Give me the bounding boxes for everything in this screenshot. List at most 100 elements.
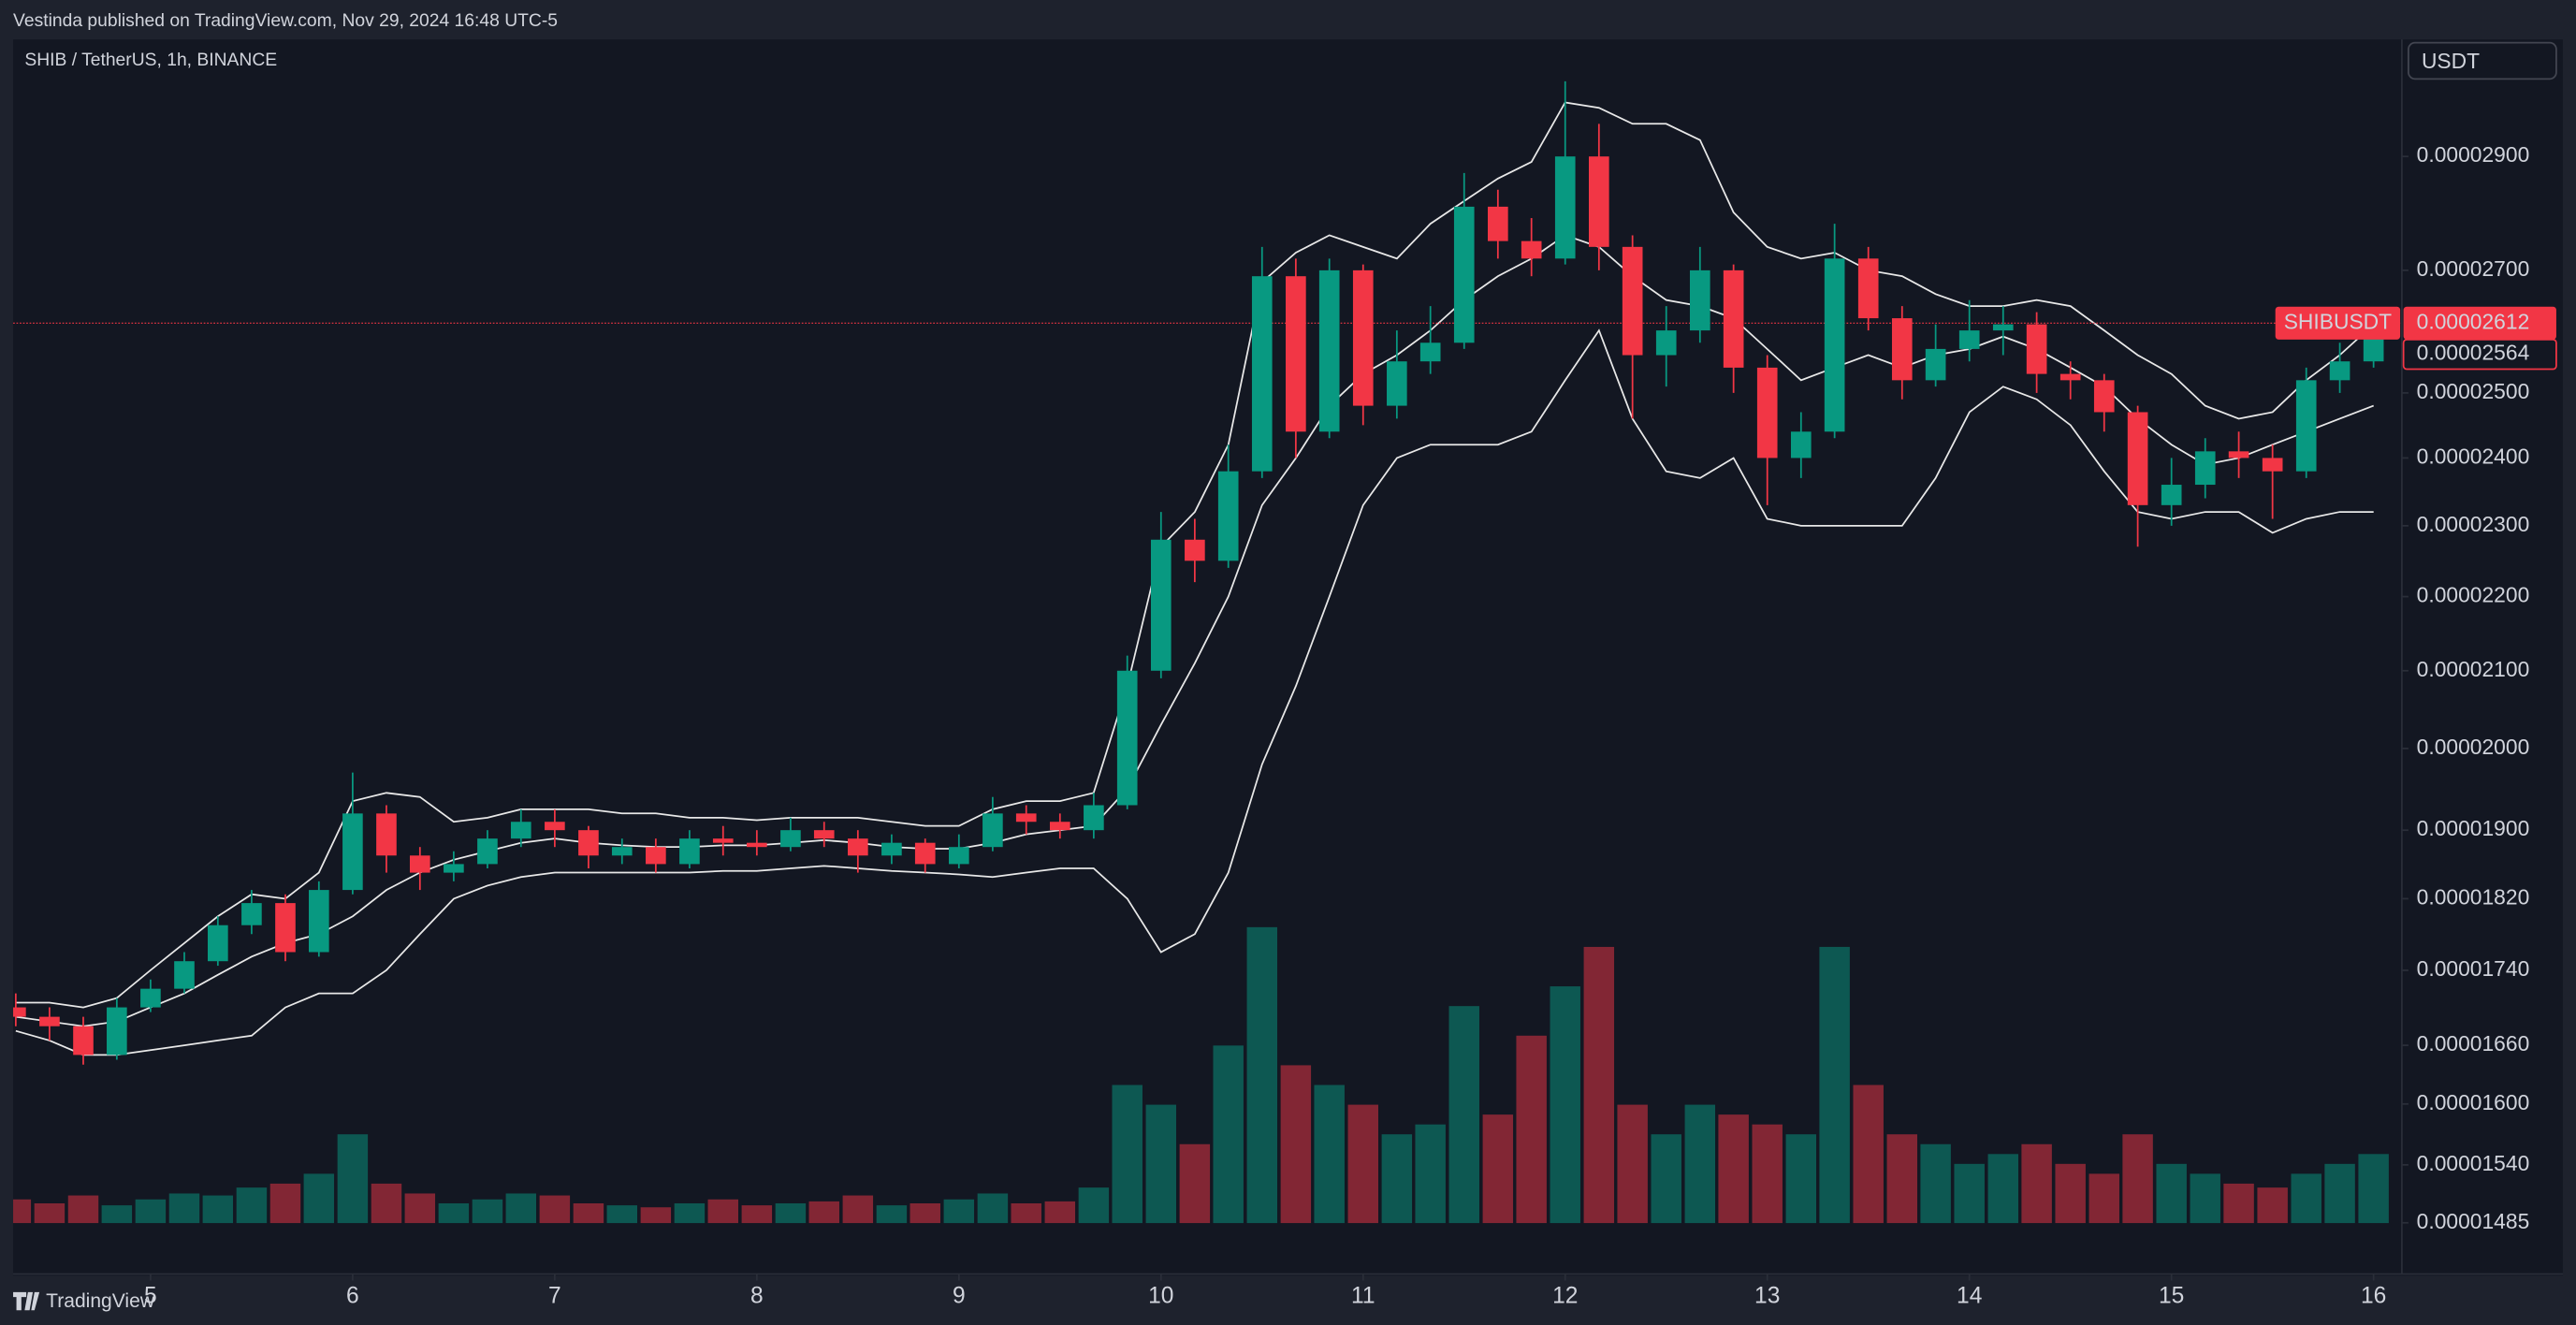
candle-body — [1857, 258, 1879, 319]
currency[interactable]: USDT — [2422, 49, 2480, 73]
volume-bar — [1347, 1104, 1379, 1224]
candle-body — [1150, 539, 1172, 671]
x-tick-label: 15 — [2159, 1284, 2184, 1309]
volume-bar — [1617, 1104, 1648, 1224]
volume-bar — [1011, 1202, 1041, 1224]
volume-bar — [640, 1207, 672, 1224]
volume-bar — [775, 1202, 807, 1224]
volume-bar — [2156, 1163, 2187, 1224]
x-tick-label: 7 — [548, 1284, 561, 1309]
volume-bar — [1078, 1187, 1110, 1224]
candle-body — [13, 1007, 26, 1017]
volume-bar — [2223, 1183, 2254, 1224]
volume-bar — [842, 1195, 874, 1224]
bollinger-upper — [15, 101, 2375, 1009]
candle-body — [646, 847, 666, 865]
candle-body — [2059, 373, 2081, 381]
x-tick-label: 16 — [2361, 1284, 2386, 1309]
candle-body — [1790, 431, 1812, 459]
candle-body — [611, 847, 633, 856]
candle-body — [308, 890, 329, 953]
candle-body — [1925, 348, 1946, 381]
candle-body — [510, 822, 531, 839]
y-tick-label: 0.00001820 — [2417, 884, 2530, 909]
candle-body — [780, 830, 801, 848]
volume-bar — [1112, 1085, 1142, 1224]
candle-body — [881, 842, 902, 856]
volume-bar — [236, 1187, 268, 1224]
candle-body — [914, 842, 936, 865]
candle-body — [1217, 471, 1239, 561]
volume-bar — [1213, 1045, 1244, 1224]
y-tick-label: 0.00002400 — [2417, 444, 2530, 468]
candle-body — [1588, 156, 1609, 247]
volume-bar — [539, 1195, 571, 1224]
volume-bar — [1651, 1134, 1681, 1224]
y-tick-label: 0.00002900 — [2417, 142, 2530, 167]
candle-body — [1185, 539, 1205, 561]
symbol-label-box — [2275, 306, 2401, 340]
candle-body — [1049, 822, 1070, 831]
candle-body — [275, 903, 296, 953]
volume-bar — [1280, 1065, 1312, 1224]
candle-body — [342, 813, 363, 891]
candle-body — [813, 830, 835, 839]
basis-label: 0.00002564 — [2417, 341, 2530, 365]
volume-bar — [1752, 1124, 1783, 1224]
candle-body — [2329, 361, 2350, 381]
volume-bar — [404, 1193, 436, 1224]
candle-body — [578, 830, 599, 856]
candle-body — [2194, 451, 2216, 486]
volume-bar — [438, 1202, 470, 1224]
volume-bar — [606, 1205, 638, 1224]
bollinger-lower — [15, 328, 2374, 1056]
candle-body — [73, 1026, 94, 1056]
candle-body — [712, 838, 734, 843]
volume-bar — [269, 1183, 301, 1224]
y-tick-label: 0.00001900 — [2417, 816, 2530, 840]
footer-logo — [13, 1291, 40, 1311]
x-tick-label: 11 — [1351, 1284, 1375, 1309]
currency-box[interactable] — [2408, 41, 2557, 80]
candle-body — [39, 1016, 60, 1027]
candle-body — [2295, 380, 2317, 472]
volume-bar — [2122, 1134, 2153, 1224]
x-tick-label: 14 — [1957, 1284, 1982, 1309]
candle-body — [1723, 269, 1744, 368]
x-tick-label: 12 — [1552, 1284, 1578, 1309]
volume-bar — [1886, 1134, 1918, 1224]
candle-body — [1622, 246, 1643, 356]
volume-bar — [1381, 1134, 1413, 1224]
volume-bar — [943, 1199, 975, 1224]
candle-body — [1689, 269, 1710, 331]
volume-bar — [303, 1173, 335, 1224]
candle-body — [2026, 324, 2047, 374]
volume-bar — [2055, 1163, 2086, 1224]
volume-bar — [1516, 1035, 1547, 1224]
candle-body — [2093, 380, 2115, 413]
volume-bar — [1853, 1085, 1884, 1224]
volume-bar — [977, 1193, 1009, 1224]
volume-bar — [505, 1193, 537, 1224]
volume-bar — [135, 1199, 167, 1224]
candle-body — [1116, 670, 1138, 806]
candle-body — [2262, 458, 2283, 472]
volume-bar — [2358, 1154, 2389, 1224]
candle-body — [1419, 342, 1441, 362]
volume-bar — [1785, 1134, 1817, 1224]
candle-body — [1655, 330, 1677, 356]
x-tick-label: 10 — [1148, 1284, 1173, 1309]
plot-area — [13, 80, 2402, 1224]
candle-body — [1318, 269, 1340, 432]
volume-bar — [1819, 946, 1850, 1224]
symbol-label: SHIBUSDT — [2284, 309, 2392, 333]
volume-bar — [1550, 986, 1580, 1224]
candle-body — [1286, 276, 1306, 432]
price-label-box — [2403, 306, 2556, 340]
candle-body — [1958, 330, 1980, 349]
volume-bar — [741, 1205, 773, 1224]
candle-body — [208, 925, 228, 962]
volume-bar — [1987, 1154, 2018, 1224]
candle-body — [107, 1007, 127, 1056]
candle-body — [948, 847, 969, 865]
